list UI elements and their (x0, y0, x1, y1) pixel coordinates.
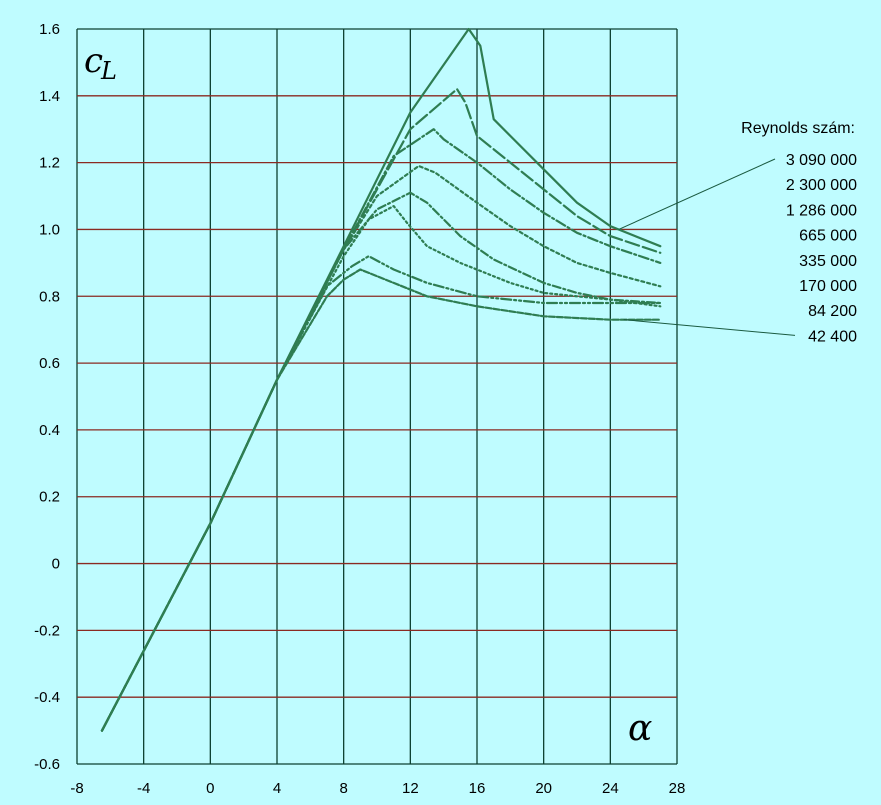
x-axis-label: α (628, 708, 652, 749)
series-line-8 (100, 268, 662, 732)
legend-entry: 84 200 (808, 303, 857, 320)
y-axis-label-subscript: L (100, 57, 117, 85)
x-tick-label: 24 (602, 780, 619, 797)
x-tick-label: -4 (137, 780, 150, 797)
x-tick-label: -8 (70, 780, 83, 797)
x-tick-label: 28 (669, 780, 686, 797)
y-tick-label: 0.6 (39, 355, 60, 372)
y-tick-label: 1.6 (39, 21, 60, 38)
grid (76, 28, 678, 765)
y-tick-label: 0 (52, 556, 60, 573)
x-tick-label: 8 (339, 780, 347, 797)
legend-leader-line-bottom (623, 319, 796, 336)
y-tick-label: 1.0 (39, 221, 60, 238)
y-tick-label: -0.2 (34, 622, 60, 639)
x-tick-label: 0 (206, 780, 214, 797)
y-axis-label: c (84, 41, 103, 81)
legend-title: Reynolds szám: (741, 120, 855, 137)
legend: Reynolds szám: 3 090 000 2 300 000 1 286 00… (618, 120, 857, 345)
legend-entry: 335 000 (799, 253, 857, 270)
y-tick-label: 0.4 (39, 422, 60, 439)
y-tick-label: 0.8 (39, 288, 60, 305)
legend-leader-line-top (618, 158, 776, 230)
legend-entry: 1 286 000 (786, 202, 857, 219)
y-tick-label: -0.4 (34, 689, 60, 706)
legend-entry: 42 400 (808, 328, 857, 345)
tick-labels: -8 -4 0 4 8 12 16 20 24 28 1.6 1.4 1.2 1.0 0.8 0.6 0.4 0.… (34, 21, 685, 797)
legend-entry: 170 000 (799, 278, 857, 295)
x-tick-label: 20 (535, 780, 552, 797)
y-tick-label: -0.6 (34, 756, 60, 773)
series-group (100, 27, 662, 732)
y-tick-label: 1.2 (39, 155, 60, 172)
y-tick-label: 0.2 (39, 489, 60, 506)
legend-entry: 3 090 000 (786, 152, 857, 169)
legend-entry: 665 000 (799, 228, 857, 245)
legend-entry: 2 300 000 (786, 177, 857, 194)
y-tick-label: 1.4 (39, 88, 60, 105)
x-tick-label: 4 (273, 780, 281, 797)
x-tick-label: 12 (402, 780, 419, 797)
x-tick-label: 16 (469, 780, 486, 797)
